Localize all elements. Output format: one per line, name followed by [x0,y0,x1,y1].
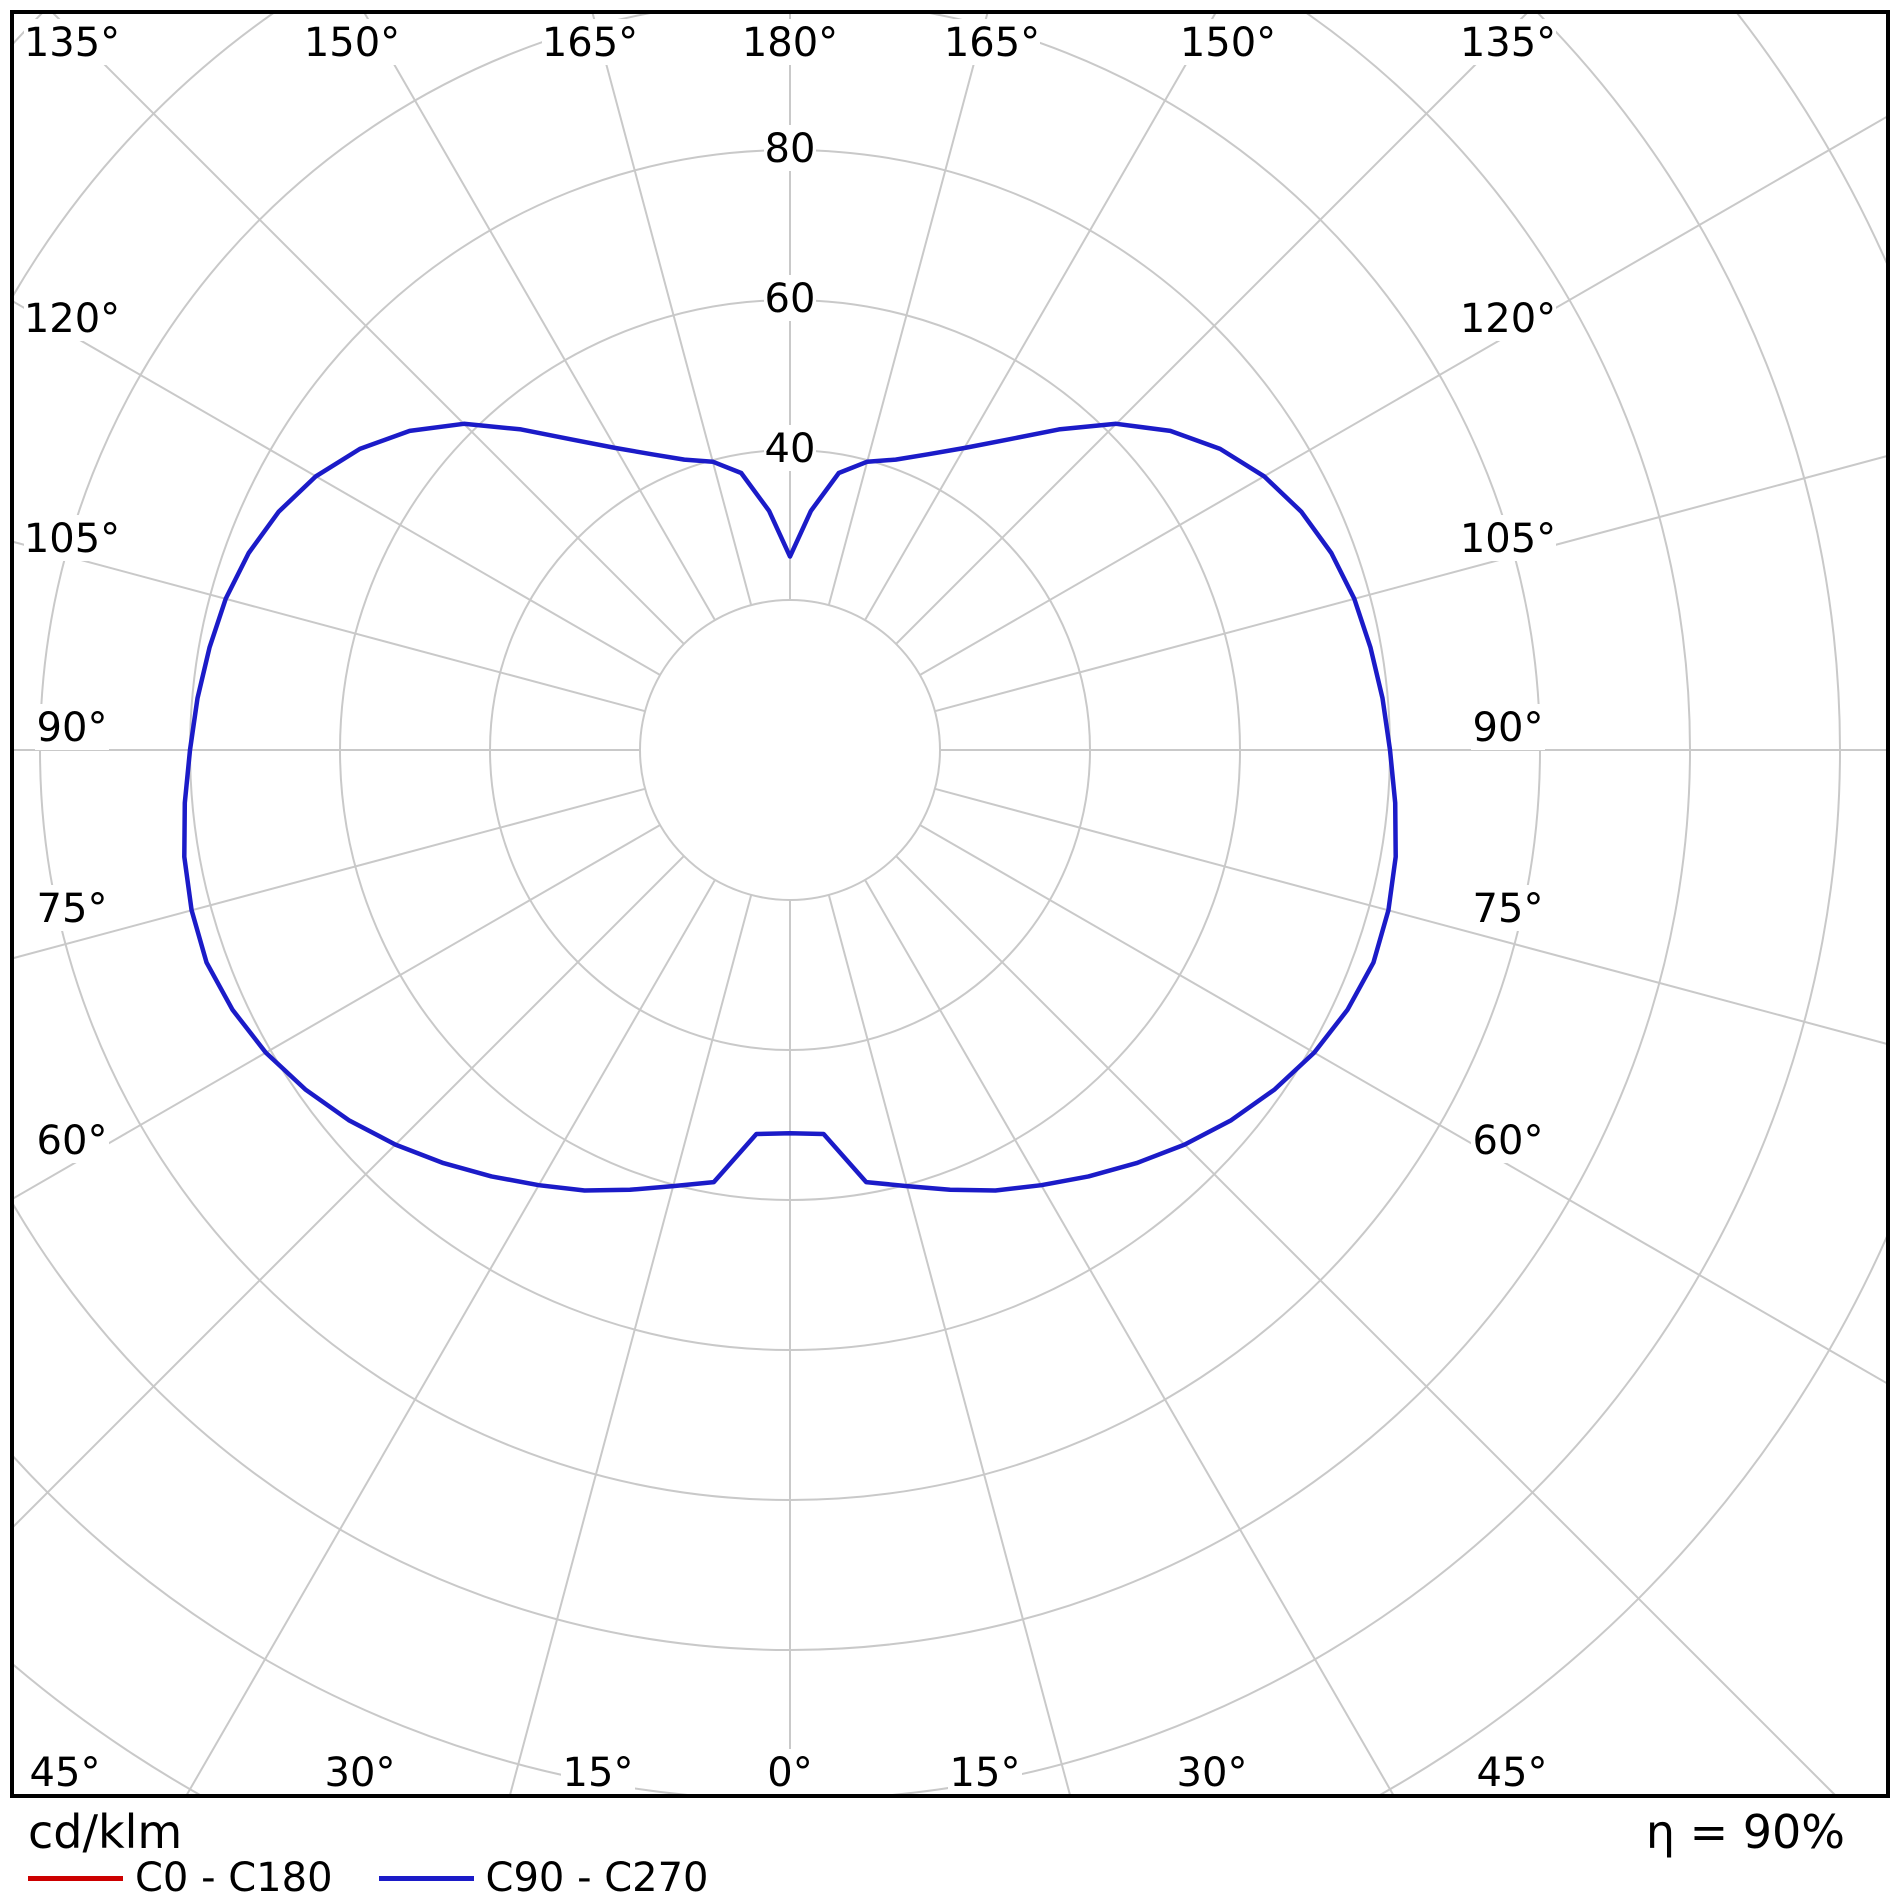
angle-label-bg [742,19,838,65]
legend-label-c90-c270: C90 - C270 [485,1855,709,1901]
legend-label-c0-c180: C0 - C180 [135,1855,333,1901]
angle-label: 165° [944,20,1040,66]
footer: cd/klm η = 90% C0 - C180 C90 - C270 [0,1806,1900,1900]
grid-spoke-240 [14,300,661,676]
legend-swatch-c90-c270 [378,1875,474,1881]
angle-label-bg [1460,515,1556,561]
angle-label-bg [1180,19,1276,65]
angle-label: 120° [1460,296,1556,342]
angle-label-bg [542,19,638,65]
grid-spoke-30 [864,879,1394,1794]
angle-label: 15° [563,1750,634,1796]
angle-label-bg [35,704,109,750]
angle-label: 45° [30,1750,101,1796]
grid-spoke-135 [895,14,1528,645]
angle-label: 150° [1180,20,1276,66]
angle-label-bg [561,1749,635,1795]
angle-label-bg [323,1749,397,1795]
angle-label-bg [24,295,120,341]
legend: C0 - C180 C90 - C270 [0,1856,1900,1900]
angle-label: 180° [742,20,838,66]
angle-label-bg [1175,1749,1249,1795]
grid-spoke-300 [14,824,661,1200]
grid-spoke-315 [14,855,685,1528]
angle-label-bg [1460,295,1556,341]
angle-label: 105° [1460,516,1556,562]
angle-label-bg [304,19,400,65]
angle-label: 135° [1460,20,1556,66]
legend-item-c90-c270: C90 - C270 [378,1855,709,1901]
angle-label-bg [1460,19,1556,65]
angle-label-bg [944,19,1040,65]
radial-label-bg [764,275,816,321]
radial-label: 60 [765,276,816,322]
grid-spoke-165 [827,14,989,606]
grid-spoke-75 [934,787,1886,1045]
grid-spoke-330 [186,879,716,1794]
angle-label: 75° [1473,886,1544,932]
angle-label-bg [1475,1749,1549,1795]
angle-label: 120° [24,296,120,342]
grid-spoke-255 [14,541,646,713]
angle-label: 90° [1473,705,1544,751]
angle-label-bg [28,1749,102,1795]
angle-label-bg [764,1749,816,1795]
angle-label: 45° [1477,1750,1548,1796]
radial-label-bg [764,125,816,171]
footer-row-1: cd/klm η = 90% [0,1808,1900,1856]
angle-label: 150° [304,20,400,66]
grid-spoke-150 [864,14,1217,621]
grid-spoke-285 [14,787,646,959]
radial-label-bg [764,425,816,471]
angle-label-bg [1471,1117,1545,1163]
grid-spoke-210 [363,14,716,621]
grid-spoke-120 [919,116,1886,676]
legend-item-c0-c180: C0 - C180 [28,1856,333,1900]
chart-border [10,10,1890,1798]
angle-label: 135° [24,20,120,66]
efficiency-label: η = 90% [1645,1805,1845,1859]
angle-label: 15° [950,1750,1021,1796]
grid-spoke-60 [919,824,1886,1384]
angle-label: 165° [542,20,638,66]
angle-label-bg [35,885,109,931]
axis-labels: 135° 150° 165° 180° 165° 150° 135° 120° 105° 90° 7… [24,19,1556,1796]
grid-spoke-15 [827,894,1071,1794]
angle-label: 0° [767,1750,812,1796]
angle-label: 60° [1473,1118,1544,1164]
grid-spoke-345 [509,894,753,1794]
units-label: cd/klm [28,1805,183,1859]
grid-spoke-45 [895,855,1836,1794]
grid-spoke-225 [52,14,685,645]
grid-spoke-105 [934,455,1886,713]
intensity-curves [182,421,1398,1193]
grid-spoke-195 [591,14,753,606]
angle-label: 30° [1177,1750,1248,1796]
angle-label: 75° [37,886,108,932]
angle-label: 30° [325,1750,396,1796]
curve-C90-C270 [182,421,1398,1193]
angle-label-bg [1471,885,1545,931]
legend-swatch-c0-c180 [28,1875,123,1881]
angle-label-bg [35,1117,109,1163]
angle-label-bg [24,19,120,65]
radial-label: 40 [765,426,816,472]
angle-label: 90° [37,705,108,751]
polar-photometric-chart: 135° 150° 165° 180° 165° 150° 135° 120° 105° 90° 7… [10,10,1890,1798]
angle-label-bg [948,1749,1022,1795]
angle-label: 60° [37,1118,108,1164]
angle-label: 105° [24,516,120,562]
radial-label: 80 [765,126,816,172]
angle-label-bg [24,515,120,561]
angle-label-bg [1471,704,1545,750]
